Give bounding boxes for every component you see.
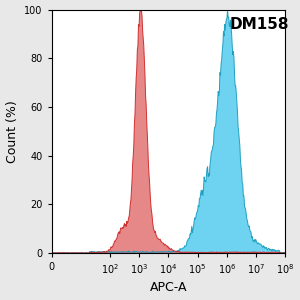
Polygon shape: [52, 10, 285, 253]
X-axis label: APC-A: APC-A: [150, 281, 187, 294]
Text: DM158: DM158: [229, 17, 289, 32]
Y-axis label: Count (%): Count (%): [6, 100, 19, 163]
Polygon shape: [52, 10, 285, 253]
